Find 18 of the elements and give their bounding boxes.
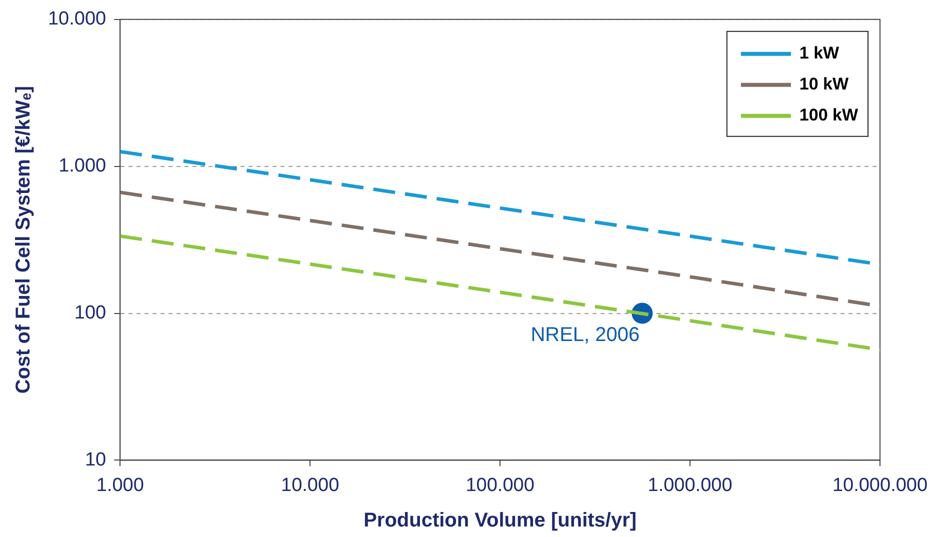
annotation: NREL, 2006 xyxy=(530,324,640,346)
x-tick-label: 100.000 xyxy=(466,474,534,496)
x-tick-label: 10.000.000 xyxy=(832,474,928,496)
legend-label: 100 kW xyxy=(799,106,859,125)
x-tick-label: 10.000 xyxy=(281,474,340,496)
y-tick-label: 1.000 xyxy=(58,156,106,177)
y-tick-label: 100 xyxy=(74,302,106,324)
line-series xyxy=(120,234,880,352)
y-tick-label: 10.000 xyxy=(48,8,106,30)
line-series xyxy=(120,190,880,308)
line-series xyxy=(120,150,880,266)
y-axis-title: Cost of Fuel Cell System [€/kWₑ] xyxy=(12,86,35,394)
y-tick-label: 10 xyxy=(84,449,106,470)
legend-label: 1 kW xyxy=(799,44,840,63)
legend-label: 10 kW xyxy=(799,74,850,94)
x-axis-title: Production Volume [units/yr] xyxy=(364,510,637,532)
x-tick-label: 1.000.000 xyxy=(648,474,732,496)
x-tick-label: 1.000 xyxy=(96,474,144,496)
